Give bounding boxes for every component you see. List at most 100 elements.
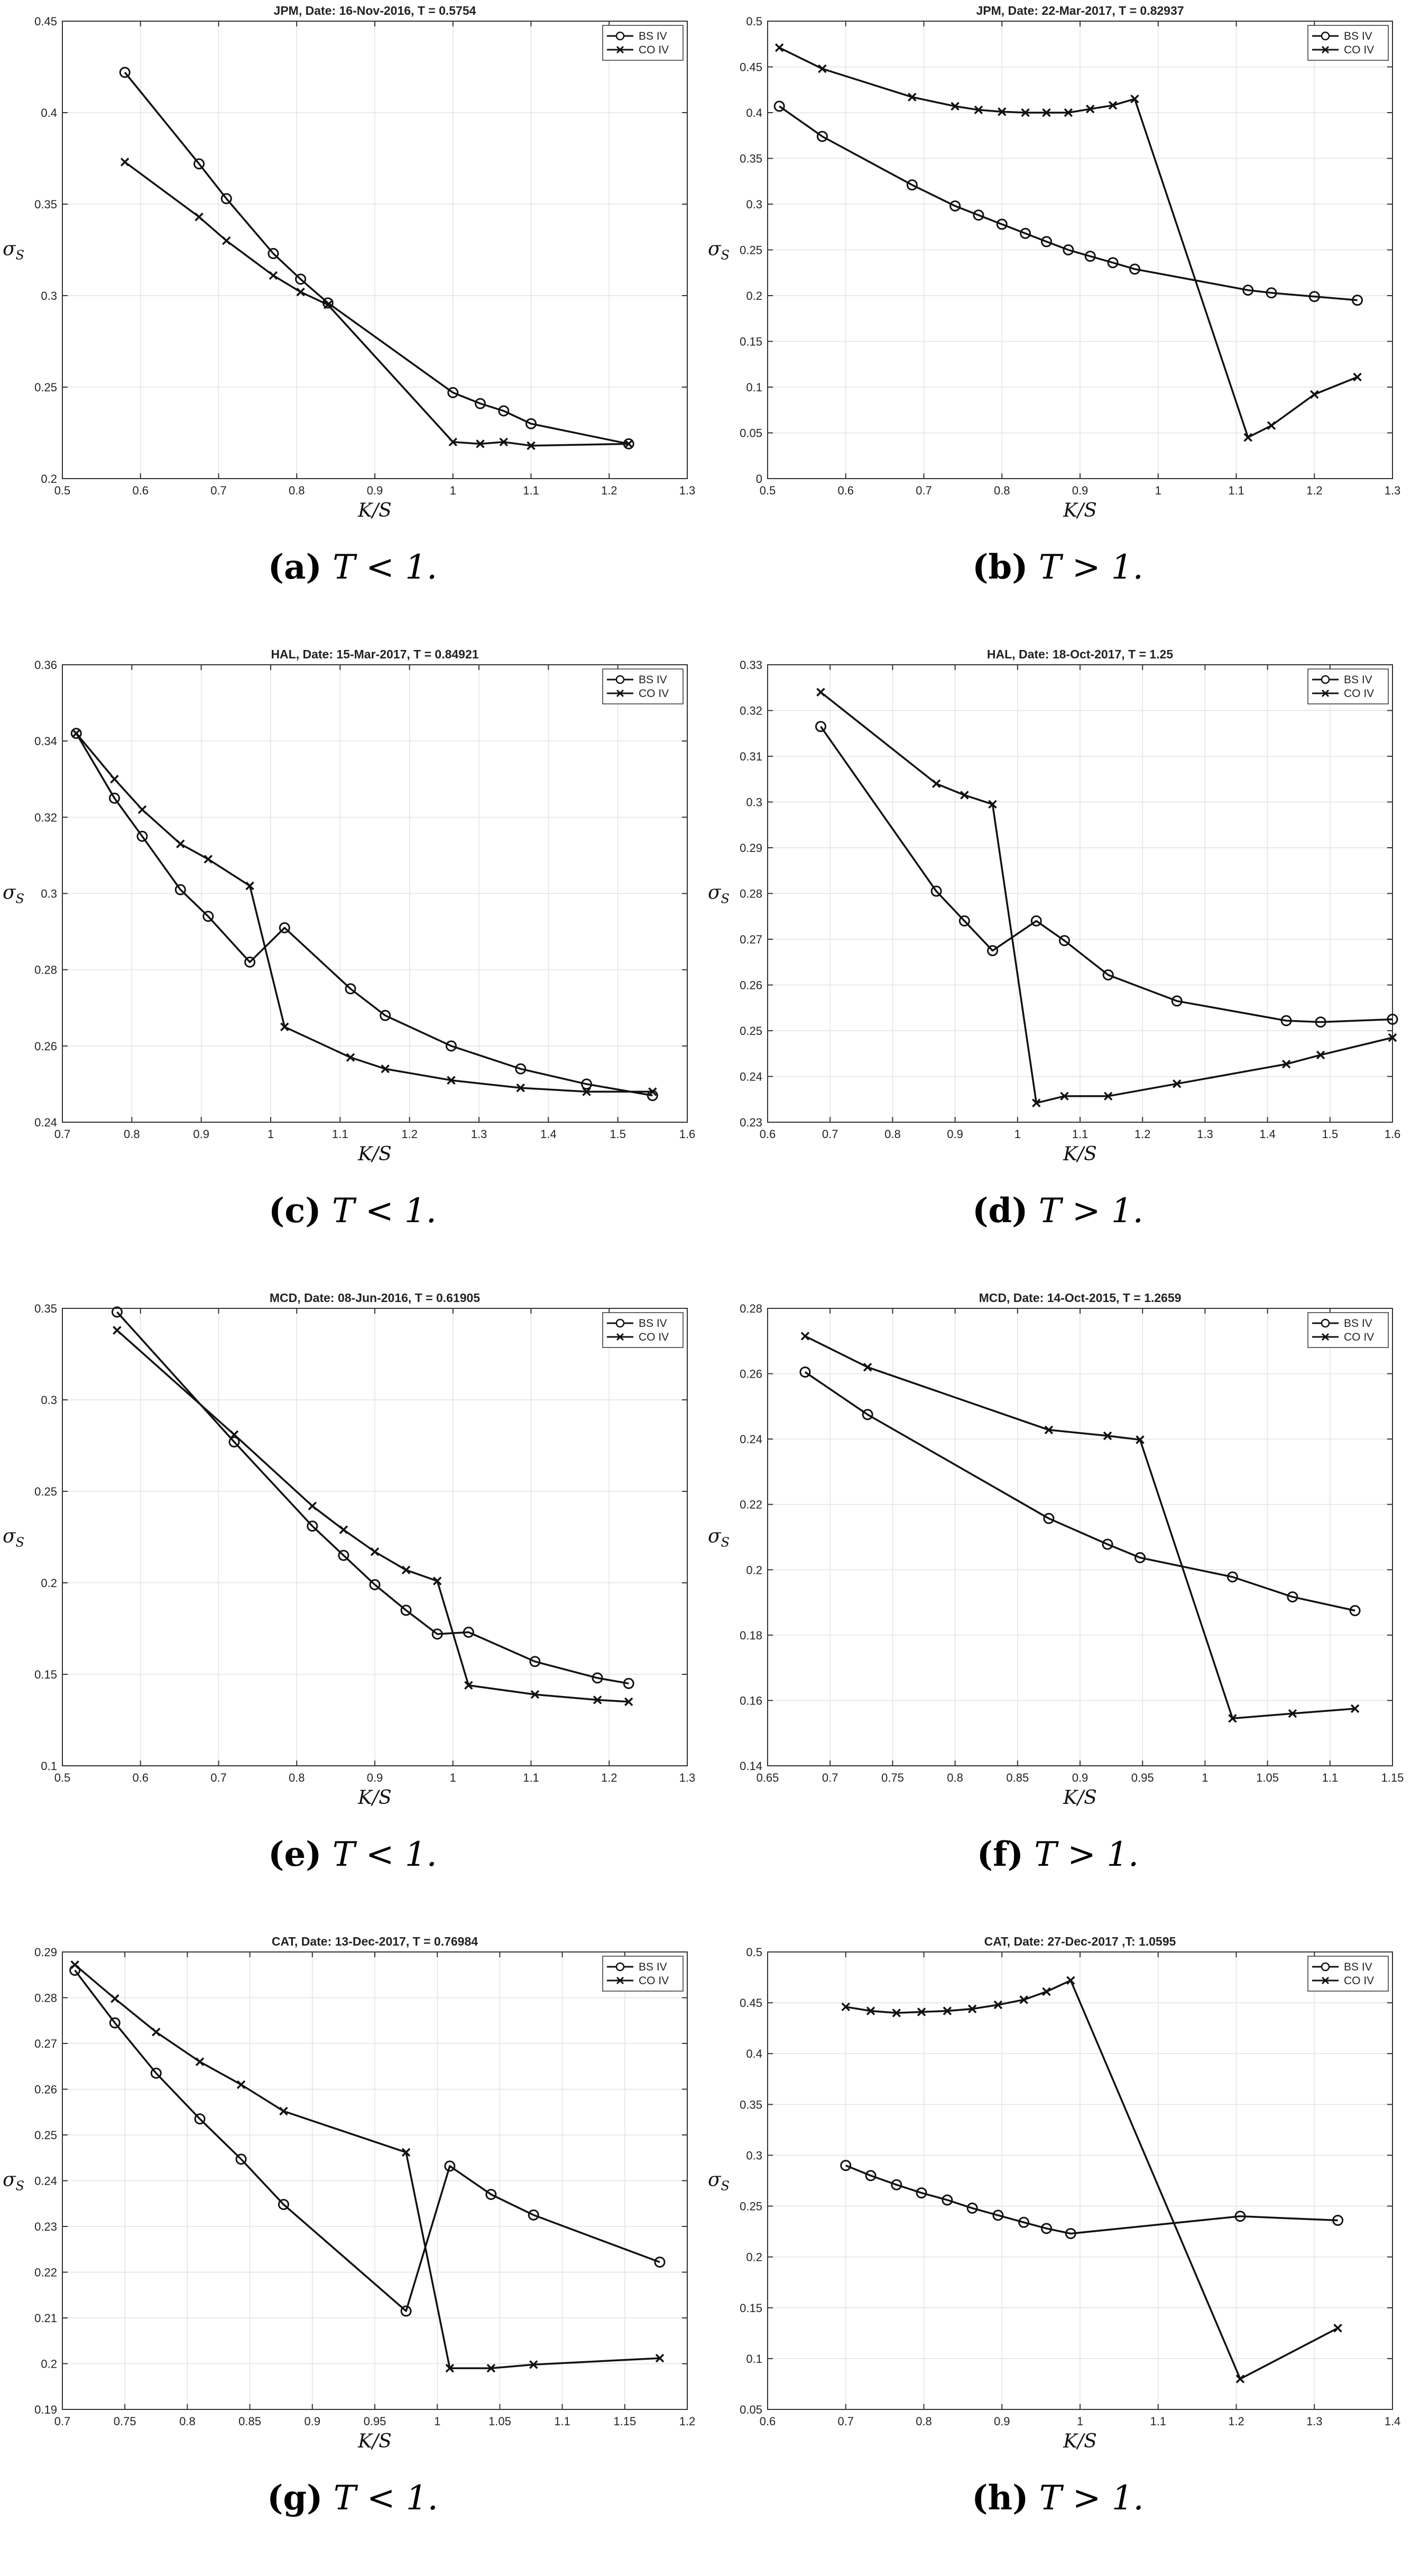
data-point-co-iv xyxy=(296,287,305,297)
data-point-bs-iv xyxy=(529,1656,541,1667)
data-point-bs-iv xyxy=(295,273,307,285)
data-point-co-iv xyxy=(1044,1425,1054,1435)
x-axis-label: K/S xyxy=(1063,2431,1097,2452)
data-point-bs-iv xyxy=(136,830,148,842)
legend-marker xyxy=(1321,689,1330,698)
y-tick-label: 0.2 xyxy=(746,289,762,302)
data-point-bs-iv xyxy=(338,1550,349,1561)
series-line-bs-iv xyxy=(116,1311,629,1685)
legend-marker xyxy=(1321,1333,1330,1341)
chart-panel-f: 0.65 0.7 0.75 0.8 0.85 0.9 0.95 1 1.05 1.1 1.15 0.1… xyxy=(705,1287,1410,1931)
y-tick-label: 0.35 xyxy=(34,198,57,211)
x-tick-label: 0.9 xyxy=(367,484,383,497)
data-point-bs-iv xyxy=(1352,295,1363,306)
legend-marker xyxy=(616,1976,624,1985)
x-tick-label: 1.1 xyxy=(1072,1127,1089,1141)
data-point-bs-iv xyxy=(1349,1605,1361,1617)
legend-marker xyxy=(1321,1962,1330,1972)
y-tick-label: 0.45 xyxy=(740,1996,762,2010)
data-point-bs-iv xyxy=(1332,2214,1344,2226)
data-point-bs-iv xyxy=(228,1436,240,1448)
y-tick-label: 0.29 xyxy=(34,1946,57,1959)
data-point-co-iv xyxy=(120,158,130,167)
data-point-co-iv xyxy=(195,212,204,222)
data-point-bs-iv xyxy=(942,2194,953,2206)
data-point-co-iv xyxy=(370,1547,380,1556)
chart-svg: 0.7 0.75 0.8 0.85 0.9 0.95 1 1.05 1.1 1.15 1.2 0.19… xyxy=(3,1935,695,2452)
x-tick-label: 0.9 xyxy=(305,2415,321,2428)
data-point-co-iv xyxy=(917,2007,926,2016)
data-point-co-iv xyxy=(1060,1092,1069,1101)
data-point-bs-iv xyxy=(109,792,120,804)
y-tick-label: 0.18 xyxy=(740,1629,762,1642)
data-point-co-iv xyxy=(1235,2375,1245,2384)
data-point-co-iv xyxy=(1353,372,1362,382)
data-point-co-iv xyxy=(1103,1092,1113,1101)
data-point-bs-iv xyxy=(1040,236,1052,247)
y-tick-label: 0.3 xyxy=(41,887,57,901)
x-tick-label: 0.5 xyxy=(54,484,71,497)
y-tick-label: 0.05 xyxy=(740,2403,762,2416)
x-tick-label: 0.6 xyxy=(760,2415,776,2428)
x-tick-label: 0.6 xyxy=(837,484,854,497)
data-point-bs-iv xyxy=(966,2202,978,2214)
x-tick-label: 1.4 xyxy=(1259,1127,1276,1141)
data-point-co-iv xyxy=(486,2363,496,2373)
data-point-co-iv xyxy=(346,1053,355,1062)
x-axis-label: K/S xyxy=(357,500,392,521)
data-point-co-iv xyxy=(110,1994,119,2003)
data-point-bs-iv xyxy=(235,2153,247,2165)
data-point-bs-iv xyxy=(891,2179,902,2190)
subfigure-caption: (h) T > 1. xyxy=(705,2478,1410,2518)
chart-title: MCD, Date: 08-Jun-2016, T = 0.61905 xyxy=(270,1291,480,1305)
chart-title: HAL, Date: 15-Mar-2017, T = 0.84921 xyxy=(271,647,478,661)
data-point-co-iv xyxy=(1066,1976,1075,1985)
data-point-co-iv xyxy=(1243,433,1252,442)
chart-svg: 0.5 0.6 0.7 0.8 0.9 1 1.1 1.2 1.3 0 0.05 0.1 0.15 0.2… xyxy=(708,4,1400,521)
data-point-bs-iv xyxy=(1018,2216,1030,2228)
x-tick-label: 1.1 xyxy=(1322,1771,1339,1784)
y-tick-label: 0.05 xyxy=(740,427,762,440)
data-point-co-iv xyxy=(445,2363,455,2373)
y-tick-label: 0.25 xyxy=(740,1024,762,1038)
legend-marker xyxy=(616,1333,624,1341)
data-point-bs-iv xyxy=(1102,1538,1113,1550)
x-axis-label: K/S xyxy=(1063,1143,1097,1165)
data-point-bs-iv xyxy=(1107,257,1119,269)
data-point-co-iv xyxy=(866,2006,875,2015)
chart-title: MCD, Date: 14-Oct-2015, T = 1.2659 xyxy=(979,1291,1182,1305)
data-point-bs-iv xyxy=(862,1409,873,1420)
legend-box xyxy=(1307,668,1389,704)
y-tick-label: 0.1 xyxy=(746,381,762,394)
caption-condition: T < 1. xyxy=(333,548,438,587)
series-line-co-iv xyxy=(845,1979,1339,2380)
x-tick-label: 1.1 xyxy=(523,484,539,497)
chart-title: CAT, Date: 27-Dec-2017 ,T: 1.0595 xyxy=(984,1935,1176,1948)
chart-svg: 0.6 0.7 0.8 0.9 1 1.1 1.2 1.3 1.4 0.05 0.1 0.15 0.2 0… xyxy=(708,1935,1400,2452)
y-tick-label: 0.35 xyxy=(740,2098,762,2111)
data-point-bs-iv xyxy=(109,2017,121,2029)
x-tick-label: 0.8 xyxy=(994,484,1010,497)
data-point-co-iv xyxy=(993,2000,1003,2010)
legend-box xyxy=(602,668,684,704)
y-tick-label: 0.26 xyxy=(34,1040,57,1053)
chart-panel-b: 0.5 0.6 0.7 0.8 0.9 1 1.1 1.2 1.3 0 0.05 0.1 0.15 0.2… xyxy=(705,0,1410,644)
data-point-bs-iv xyxy=(592,1672,603,1684)
data-point-co-iv xyxy=(1288,1709,1297,1718)
y-tick-label: 0.28 xyxy=(740,1302,762,1315)
data-point-bs-iv xyxy=(445,1040,457,1052)
data-point-bs-iv xyxy=(528,2209,539,2221)
data-point-bs-iv xyxy=(400,1605,412,1616)
data-point-co-iv xyxy=(530,1690,540,1699)
data-point-bs-iv xyxy=(431,1628,443,1640)
data-point-co-iv xyxy=(324,300,333,309)
series-line-bs-iv xyxy=(820,726,1393,1023)
data-point-bs-iv xyxy=(1129,263,1140,275)
x-tick-label: 0.85 xyxy=(1006,1771,1029,1784)
data-point-co-iv xyxy=(774,43,784,52)
data-point-co-iv xyxy=(1032,1098,1041,1107)
data-point-co-iv xyxy=(1019,1995,1028,2004)
data-point-bs-iv xyxy=(70,728,82,739)
x-tick-label: 1.3 xyxy=(679,1771,696,1784)
data-point-bs-iv xyxy=(654,2256,666,2268)
